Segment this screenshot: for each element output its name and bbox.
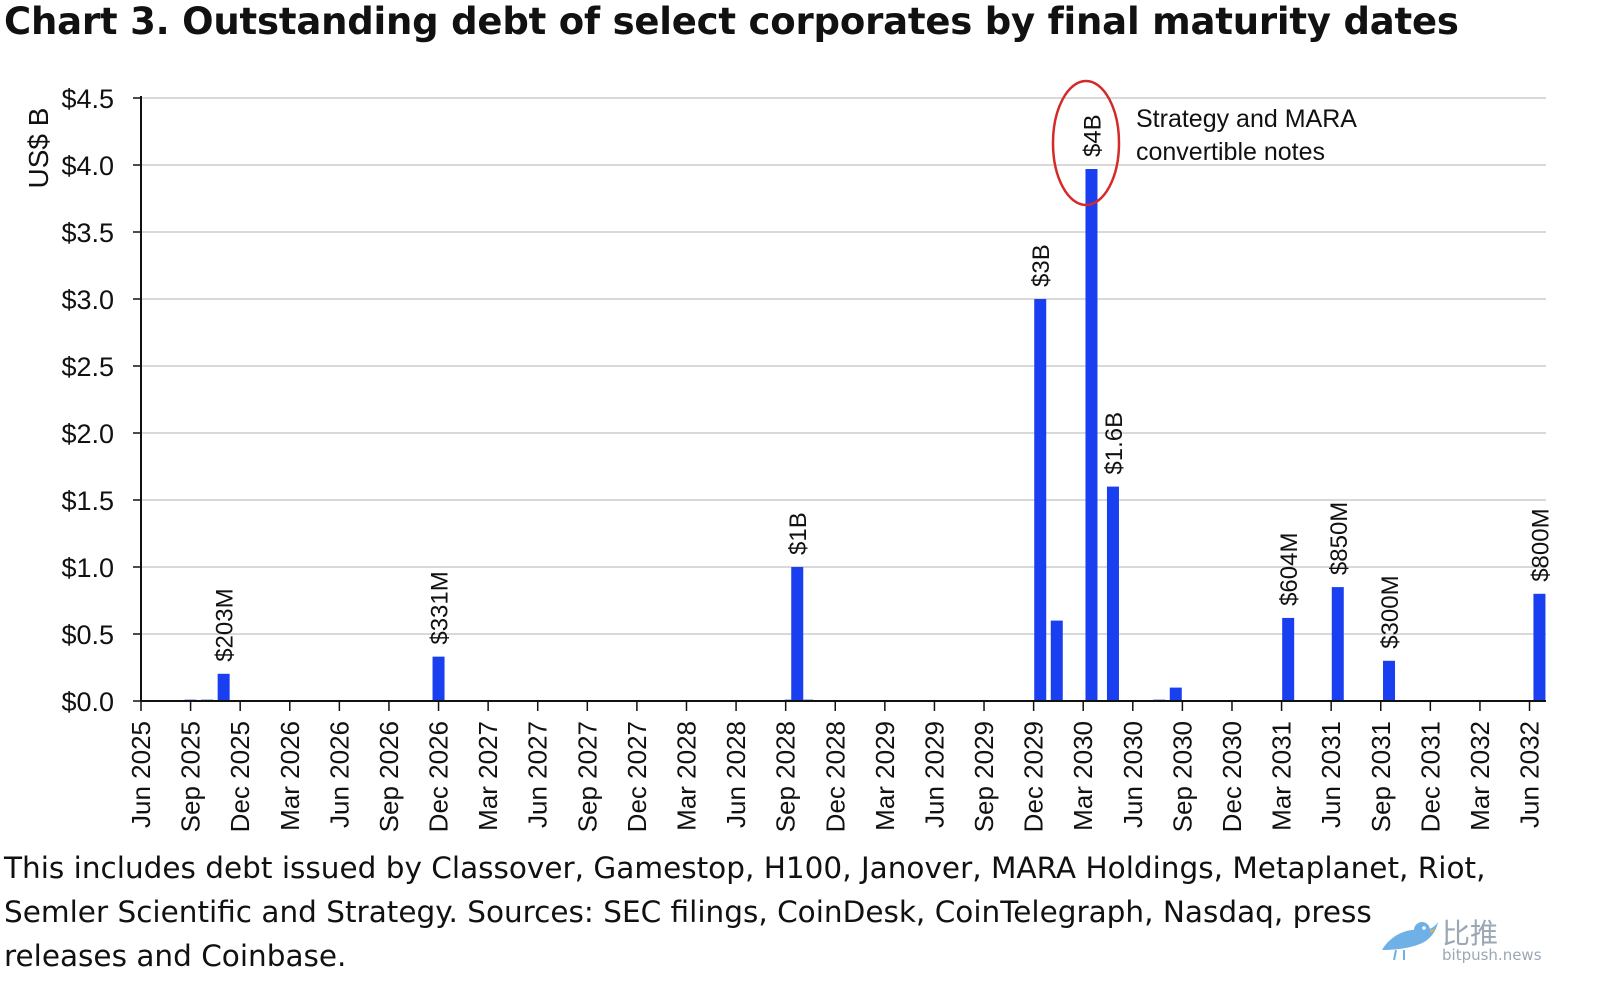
footnote: This includes debt issued by Classover, … (4, 851, 1486, 973)
x-tick-label: Jun 2025 (126, 721, 156, 828)
x-tick-label: Jun 2029 (919, 721, 949, 828)
x-tick-label: Mar 2026 (275, 721, 305, 831)
x-tick-label: Sep 2027 (572, 721, 602, 832)
data-label: $1B (785, 512, 812, 555)
bar (432, 656, 445, 701)
data-labels: $203M $331M $1B $3B $4B $1.6B $604M $850M $300M $… (212, 114, 1555, 661)
annotation-line-1: Strategy and MARA (1136, 105, 1357, 133)
bar (1282, 617, 1295, 701)
data-label: $800M (1527, 508, 1554, 581)
data-label: $850M (1326, 502, 1353, 575)
y-tick-label: $4.0 (61, 151, 114, 181)
data-label: $3B (1028, 244, 1055, 287)
x-tick-label: Mar 2029 (870, 721, 900, 831)
watermark: 比推 bitpush.news (1376, 910, 1566, 970)
y-tick-label: $2.5 (61, 352, 114, 382)
gridlines (141, 97, 1546, 635)
x-tick-label: Mar 2031 (1267, 721, 1297, 831)
bar (1169, 687, 1182, 701)
data-label: $300M (1377, 575, 1404, 648)
x-tick-label: Mar 2028 (671, 721, 701, 831)
data-label: $604M (1276, 533, 1303, 606)
data-label: $1.6B (1101, 412, 1128, 475)
y-tick-label: $2.0 (61, 419, 114, 449)
bar (791, 567, 804, 701)
x-tick-label: Jun 2027 (523, 721, 553, 828)
bar (1331, 587, 1344, 701)
annotation-line-2: convertible notes (1136, 138, 1325, 166)
x-tick-label: Mar 2027 (473, 721, 503, 831)
axes: $0.0 $0.5 $1.0 $1.5 $2.0 $2.5 $3.0 $3.5 $4.0 $4.5… (61, 84, 1546, 832)
x-tick-label: Sep 2030 (1167, 721, 1197, 832)
y-tick-label: $1.0 (61, 553, 114, 583)
x-tick-label: Jun 2031 (1316, 721, 1346, 828)
chart-title: Chart 3. Outstanding debt of select corp… (4, 0, 1459, 43)
data-label: $4B (1079, 114, 1106, 157)
bar (217, 673, 230, 701)
x-tick-label: Dec 2027 (622, 721, 652, 832)
bar (1533, 593, 1546, 701)
y-tick-label: $4.5 (61, 84, 114, 114)
x-tick-label: Jun 2028 (721, 721, 751, 828)
x-tick-label: Mar 2030 (1068, 721, 1098, 831)
x-tick-label: Dec 2025 (225, 721, 255, 832)
x-tick-label: Sep 2028 (771, 721, 801, 832)
bar (1383, 660, 1396, 701)
data-label: $203M (212, 588, 239, 661)
x-tick-label: Dec 2028 (820, 721, 850, 832)
x-tick-label: Mar 2032 (1465, 721, 1495, 831)
watermark-url: bitpush.news (1442, 946, 1542, 964)
y-tick-label: $3.0 (61, 285, 114, 315)
x-tick-label: Dec 2031 (1415, 721, 1445, 832)
x-tick-label: Dec 2030 (1217, 721, 1247, 832)
y-tick-label: $1.5 (61, 486, 114, 516)
bar (1085, 169, 1098, 701)
x-tick-label: Jun 2030 (1118, 721, 1148, 828)
bars (184, 169, 1546, 701)
y-tick-label: $0.0 (61, 687, 114, 717)
y-axis-label: US$ B (23, 108, 54, 189)
x-tick-label: Sep 2025 (176, 721, 206, 832)
y-tick-label: $3.5 (61, 218, 114, 248)
x-tick-label: Dec 2029 (1019, 721, 1049, 832)
watermark-brand: 比推 (1442, 917, 1499, 950)
data-label: $331M (427, 571, 454, 644)
bar (1106, 486, 1119, 701)
x-tick-label: Sep 2026 (374, 721, 404, 832)
bird-logo-icon (1382, 922, 1438, 961)
x-tick-label: Jun 2026 (324, 721, 354, 828)
y-tick-label: $0.5 (61, 620, 114, 650)
highlight-circle (1051, 79, 1121, 207)
x-tick-label: Jun 2032 (1515, 721, 1545, 828)
bar (1034, 299, 1047, 701)
bar (1050, 620, 1063, 701)
x-tick-label: Sep 2029 (969, 721, 999, 832)
bar-chart: $203M $331M$1B$3B$4B$1.6B$604M $850M$300M$… (23, 79, 1555, 832)
x-tick-label: Sep 2031 (1366, 721, 1396, 832)
x-tick-label: Dec 2026 (424, 721, 454, 832)
